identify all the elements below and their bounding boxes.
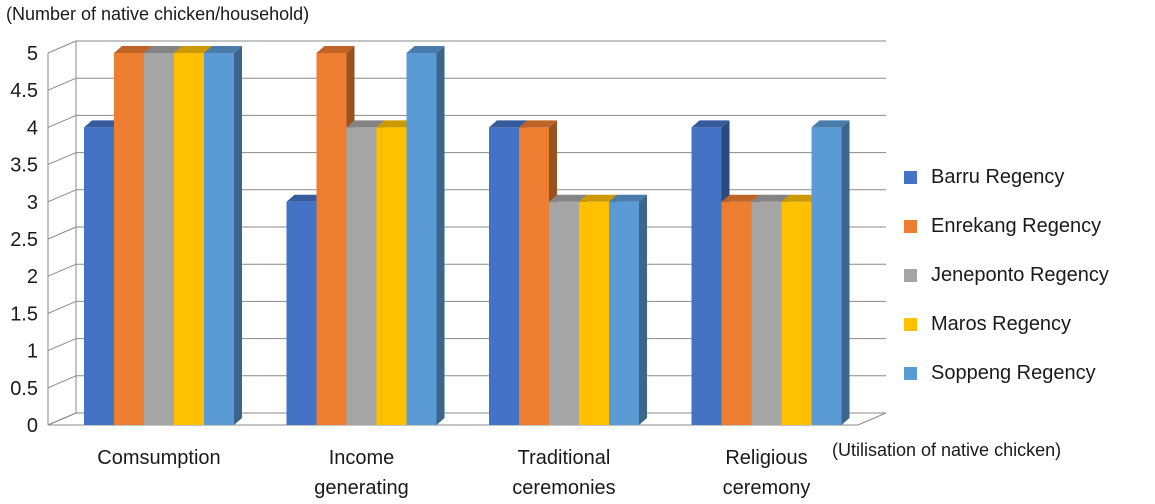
gridline-side (47, 375, 77, 389)
bar (781, 201, 812, 425)
bar (691, 127, 722, 426)
legend-item: Barru Regency (904, 153, 1109, 202)
bar-top (114, 46, 152, 53)
y-tick-label: 4.5 (10, 80, 38, 102)
y-tick-label: 0 (27, 415, 38, 437)
y-tick-label: 1 (27, 341, 38, 363)
gridline-side (47, 114, 77, 128)
gridline-side (47, 300, 77, 314)
y-axis-title: (Number of native chicken/household) (6, 4, 310, 24)
legend-label: Soppeng Regency (931, 362, 1096, 384)
bar-top (144, 46, 182, 53)
y-tick-label: 1.5 (10, 303, 38, 325)
bar (204, 53, 234, 425)
bar (346, 127, 377, 426)
bar (84, 127, 114, 426)
bar (721, 201, 752, 425)
bar (286, 201, 317, 425)
x-tick-label: Religious (725, 447, 807, 469)
bar (114, 53, 144, 425)
gridline-side (47, 77, 77, 91)
x-tick-label: Income (329, 447, 395, 469)
gridline-side (47, 189, 77, 203)
bar (316, 53, 347, 425)
bar-side (436, 46, 445, 425)
bar-top (691, 120, 730, 128)
bar-side (234, 46, 242, 425)
bar-top (286, 194, 325, 202)
bar (519, 127, 549, 426)
x-tick-label: Comsumption (97, 447, 220, 469)
y-tick-label: 2 (27, 266, 38, 288)
legend-label: Barru Regency (931, 166, 1065, 188)
legend-swatch (904, 318, 917, 331)
y-tick-label: 2.5 (10, 229, 38, 251)
bar-top (406, 46, 445, 53)
bar-top (811, 120, 850, 128)
legend-swatch (904, 269, 917, 282)
legend-item: Jeneponto Regency (904, 251, 1109, 300)
bar (376, 127, 407, 426)
bar (406, 53, 437, 425)
bar-top (316, 46, 355, 53)
bar (579, 201, 609, 425)
bar (609, 201, 639, 425)
bar-top (751, 194, 790, 202)
x-tick-label: Traditional (518, 447, 611, 469)
bar (811, 127, 842, 426)
bar-side (639, 194, 647, 425)
bar-top (84, 120, 122, 128)
bar (489, 127, 519, 426)
legend-swatch (904, 367, 917, 380)
gridline-side (47, 263, 77, 277)
legend: Barru Regency Enrekang Regency Jeneponto R… (904, 153, 1109, 398)
legend-item: Maros Regency (904, 300, 1109, 349)
bar (549, 201, 579, 425)
bar-top (549, 194, 587, 202)
bar-side (841, 120, 850, 426)
bar-top (519, 120, 557, 128)
y-tick-label: 0.5 (10, 378, 38, 400)
bar-top (489, 120, 527, 128)
legend-label: Maros Regency (931, 313, 1072, 335)
y-tick-label: 3 (27, 192, 38, 214)
gridline-side (47, 152, 77, 166)
legend-label: Jeneponto Regency (931, 264, 1109, 286)
legend-item: Enrekang Regency (904, 202, 1109, 251)
bar-top (579, 194, 617, 202)
bar-top (174, 46, 212, 53)
legend-label: Enrekang Regency (931, 215, 1102, 237)
legend-swatch (904, 220, 917, 233)
bar-top (346, 120, 385, 128)
x-axis-title: (Utilisation of native chicken) (832, 440, 1062, 460)
y-tick-label: 5 (27, 43, 38, 65)
bar-top (781, 194, 820, 202)
y-tick-label: 4 (27, 117, 38, 139)
y-tick-label: 3.5 (10, 155, 38, 177)
legend-item: Soppeng Regency (904, 349, 1109, 398)
gridline-side (47, 338, 77, 352)
bar (751, 201, 782, 425)
bar-top (204, 46, 242, 53)
bar-top (376, 120, 415, 128)
x-tick-label: ceremonies (512, 477, 615, 499)
gridline-side (47, 40, 77, 54)
bar-top (721, 194, 760, 202)
bar-top (609, 194, 647, 202)
x-tick-label: generating (314, 477, 409, 499)
bar (144, 53, 174, 425)
bar (174, 53, 204, 425)
gridline-side (47, 226, 77, 240)
x-tick-label: ceremony (723, 477, 811, 499)
legend-swatch (904, 171, 917, 184)
